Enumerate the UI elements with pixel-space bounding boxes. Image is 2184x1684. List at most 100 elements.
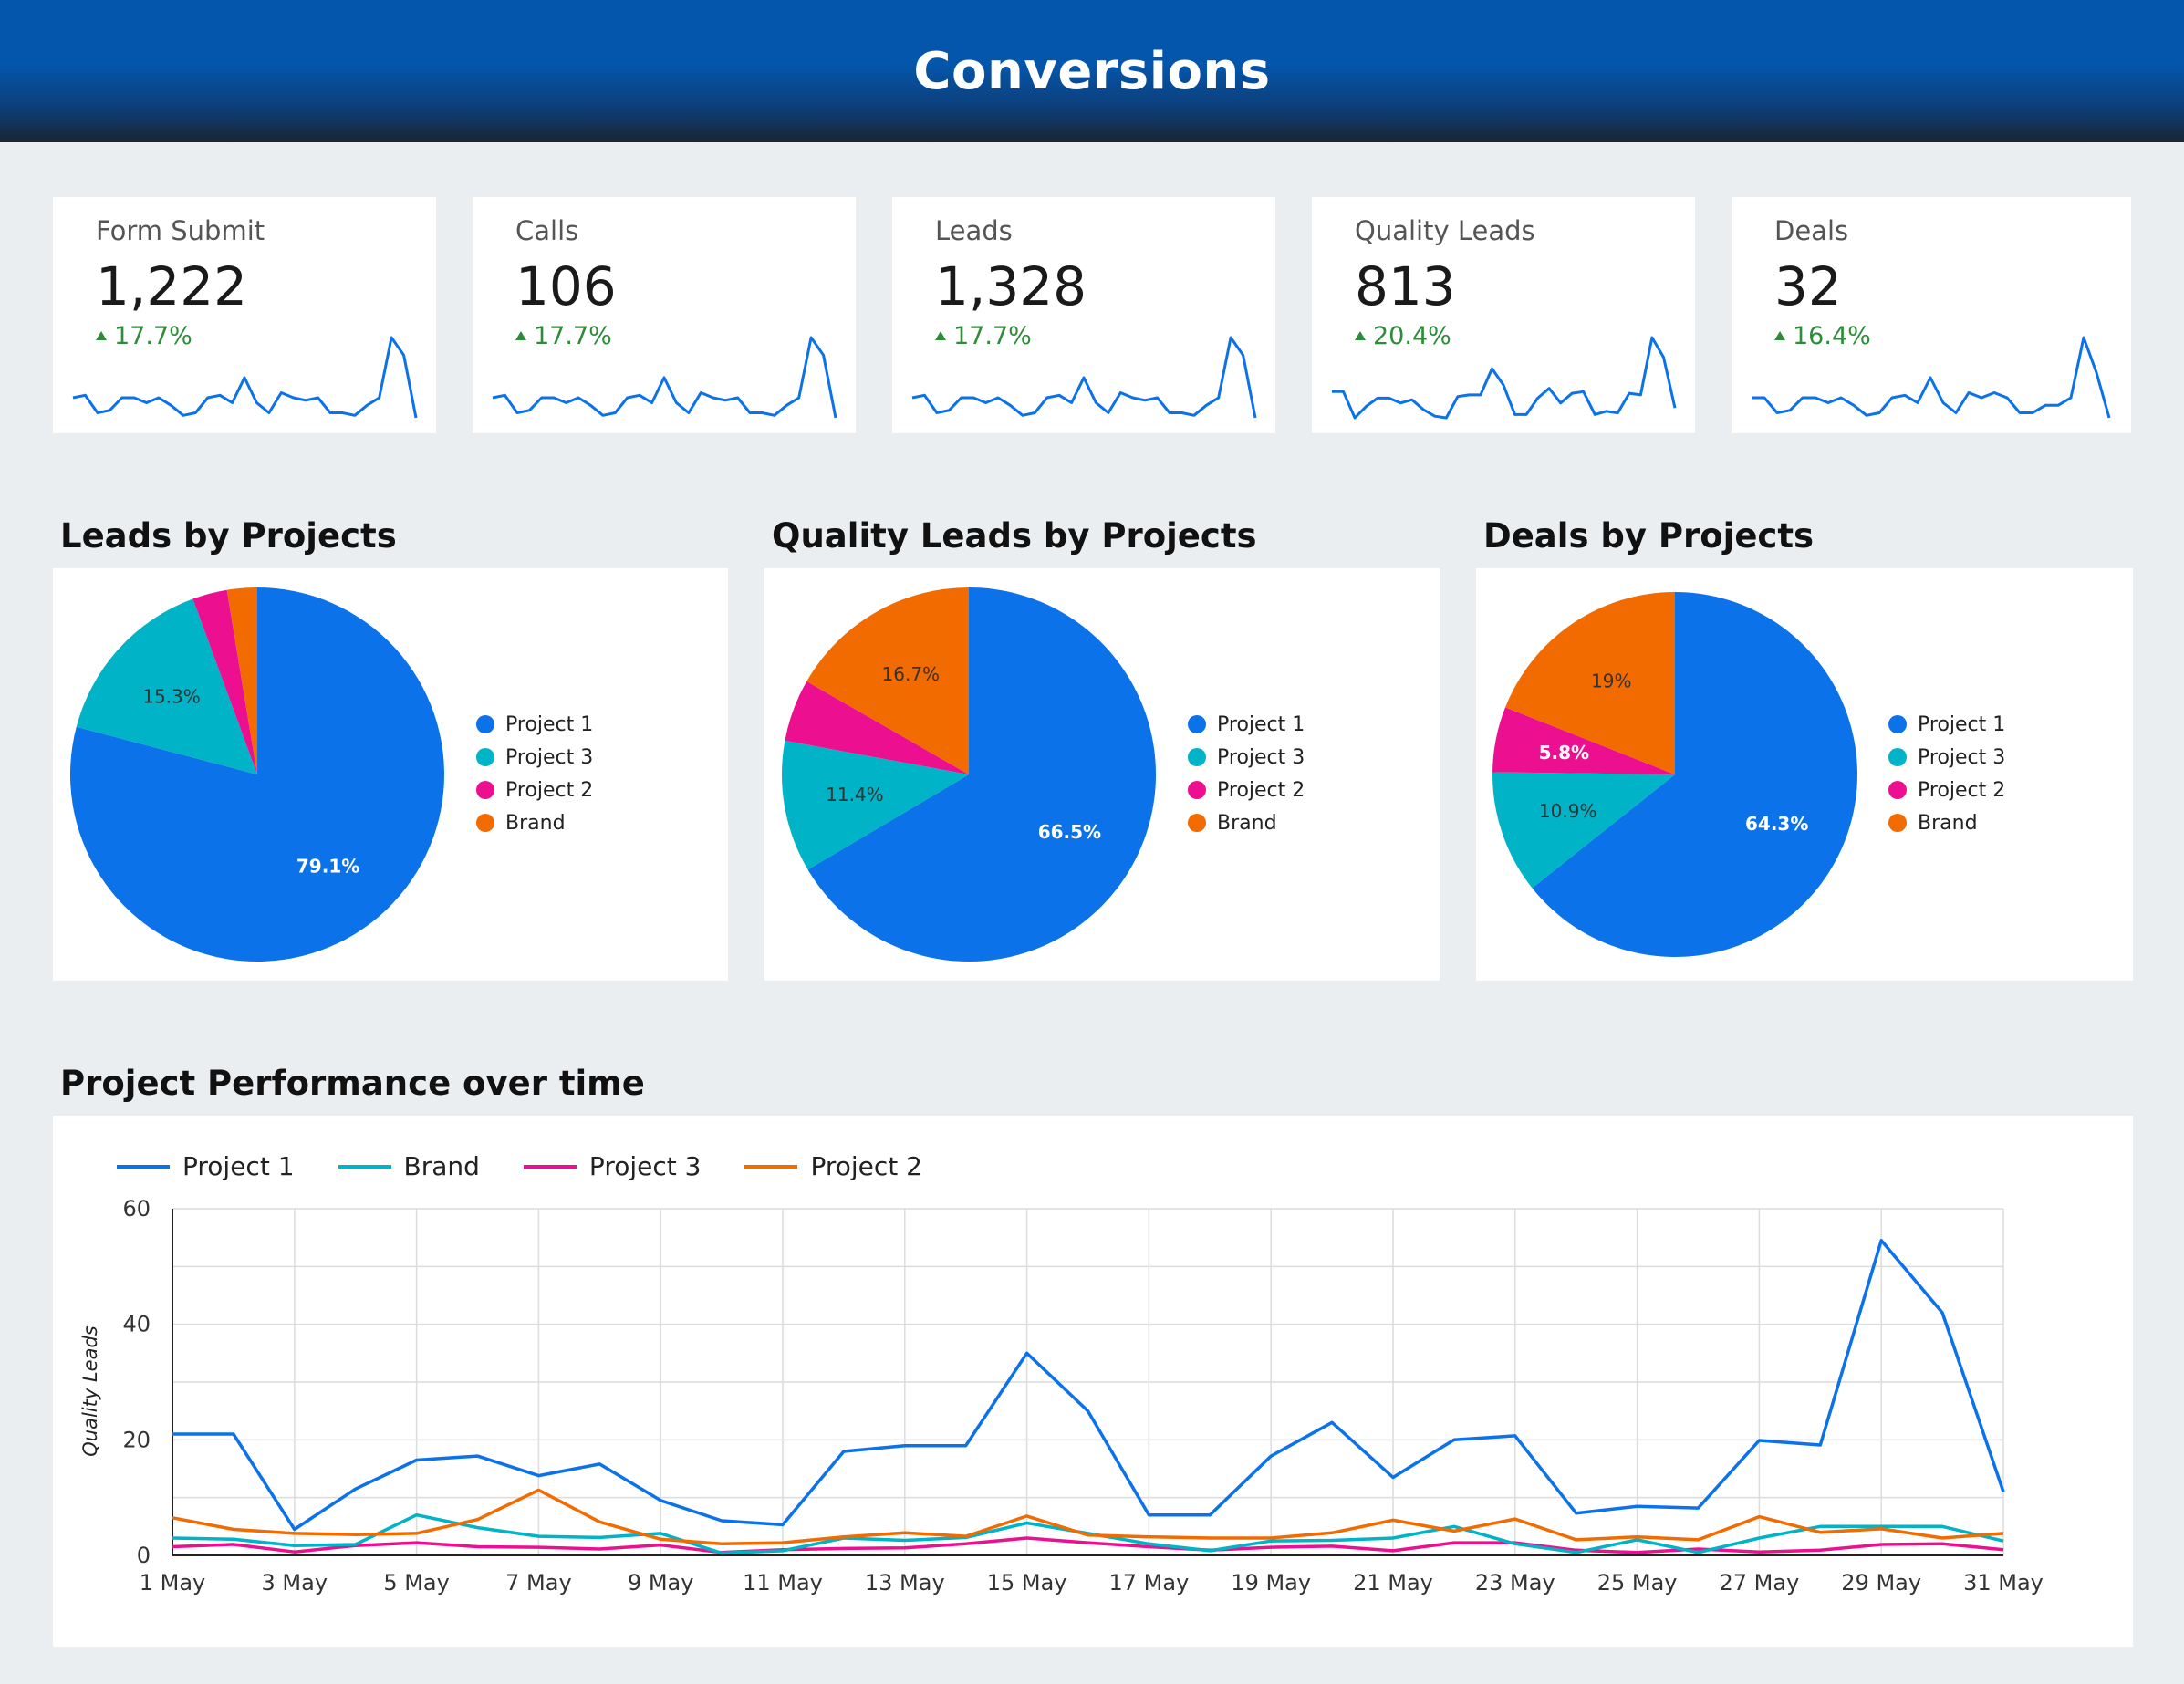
kpi-value: 813 xyxy=(1355,255,1456,317)
line-chart-legend: Project 1 Brand Project 3 Project 2 xyxy=(117,1151,922,1181)
legend-item-project-1[interactable]: Project 1 xyxy=(117,1151,295,1181)
pie-legend: Project 1 Project 3 Project 2 Brand xyxy=(1888,708,2005,839)
sparkline-series xyxy=(1752,336,2111,419)
pie-data-label: 16.7% xyxy=(882,663,941,685)
pie-card-quality-leads: 66.5% 11.4% 16.7% Project 1 Project 3 Proj… xyxy=(764,568,1440,981)
legend-dot xyxy=(476,715,494,733)
kpi-delta: 17.7% xyxy=(515,322,612,350)
legend-item: Brand xyxy=(1888,806,2005,839)
legend-label: Project 3 xyxy=(1918,745,2006,769)
section-title-project-performance: Project Performance over time xyxy=(60,1064,645,1103)
legend-item: Project 3 xyxy=(1888,741,2005,774)
pie-data-label: 64.3% xyxy=(1745,813,1808,835)
legend-label: Project 2 xyxy=(1217,778,1305,802)
pie-data-label: 11.4% xyxy=(826,784,884,806)
sparkline xyxy=(72,336,418,419)
page-title: Conversions xyxy=(913,41,1271,101)
legend-swatch xyxy=(523,1164,577,1169)
legend-label: Brand xyxy=(403,1151,480,1181)
kpi-value: 1,328 xyxy=(935,255,1087,317)
legend-item-brand[interactable]: Brand xyxy=(338,1151,480,1181)
legend-item: Project 1 xyxy=(1188,708,1305,741)
legend-item: Brand xyxy=(476,806,593,839)
pie-slice-project-3 xyxy=(781,740,969,870)
legend-dot xyxy=(476,781,494,799)
section-title-deals-by-projects: Deals by Projects xyxy=(1483,516,1815,556)
pie-card-deals: 64.3% 10.9% 5.8% 19% Project 1 Project 3 Pr… xyxy=(1476,568,2133,981)
legend-label: Brand xyxy=(1918,811,1978,835)
kpi-delta-value: 17.7% xyxy=(114,322,192,350)
legend-item: Project 1 xyxy=(1888,708,2005,741)
kpi-card-quality-leads[interactable]: Quality Leads 813 20.4% xyxy=(1312,197,1695,433)
pie-slice-project-2 xyxy=(192,589,257,774)
pie-slice-project-1 xyxy=(1532,592,1857,957)
kpi-delta: 16.4% xyxy=(1774,322,1871,350)
kpi-card-leads[interactable]: Leads 1,328 17.7% xyxy=(892,197,1275,433)
kpi-delta: 17.7% xyxy=(935,322,1032,350)
arrow-up-icon xyxy=(935,330,946,340)
pie-legend: Project 1 Project 3 Project 2 Brand xyxy=(476,708,593,839)
legend-dot xyxy=(1888,814,1907,832)
pie-data-label: 66.5% xyxy=(1038,821,1101,843)
kpi-delta-value: 16.4% xyxy=(1793,322,1871,350)
dashboard-header: Conversions xyxy=(0,0,2184,142)
legend-label: Project 1 xyxy=(1217,712,1305,736)
legend-dot xyxy=(1888,748,1907,766)
legend-item: Brand xyxy=(1188,806,1305,839)
legend-item-project-3[interactable]: Project 3 xyxy=(523,1151,702,1181)
sparkline-series xyxy=(1332,336,1677,420)
pie-chart-leads: 79.1% 15.3% xyxy=(69,587,444,962)
sparkline-series xyxy=(911,336,1257,419)
sparkline-series xyxy=(72,336,418,419)
section-title-leads-by-projects: Leads by Projects xyxy=(60,516,397,556)
legend-item: Project 3 xyxy=(1188,741,1305,774)
kpi-card-calls[interactable]: Calls 106 17.7% xyxy=(473,197,856,433)
kpi-card-form-submit[interactable]: Form Submit 1,222 17.7% xyxy=(53,197,436,433)
pie-slice-project-1 xyxy=(807,587,1157,962)
kpi-label: Form Submit xyxy=(96,215,265,246)
kpi-delta-value: 20.4% xyxy=(1373,322,1451,350)
sparkline xyxy=(1332,336,1677,420)
sparkline xyxy=(1752,336,2111,419)
pie-slice-project-2 xyxy=(785,681,969,774)
legend-label: Project 3 xyxy=(505,745,594,769)
pie-slice-brand xyxy=(1505,592,1675,774)
legend-dot xyxy=(1188,748,1206,766)
pie-legend: Project 1 Project 3 Project 2 Brand xyxy=(1188,708,1305,839)
pie-data-label: 15.3% xyxy=(142,686,201,708)
sparkline-series xyxy=(492,336,837,419)
arrow-up-icon xyxy=(1774,330,1785,340)
kpi-card-deals[interactable]: Deals 32 16.4% xyxy=(1732,197,2131,433)
legend-label: Project 3 xyxy=(588,1151,702,1181)
pie-slice-project-3 xyxy=(1492,772,1675,889)
legend-label: Brand xyxy=(505,811,566,835)
legend-item-project-2[interactable]: Project 2 xyxy=(744,1151,922,1181)
pie-slice-brand xyxy=(226,587,257,774)
legend-label: Project 1 xyxy=(505,712,594,736)
kpi-value: 1,222 xyxy=(96,255,248,317)
legend-dot xyxy=(1188,715,1206,733)
legend-label: Project 3 xyxy=(1217,745,1305,769)
legend-label: Project 2 xyxy=(810,1151,922,1181)
kpi-delta: 20.4% xyxy=(1355,322,1451,350)
kpi-label: Deals xyxy=(1774,215,1849,246)
legend-dot xyxy=(476,814,494,832)
legend-label: Project 1 xyxy=(1918,712,2006,736)
kpi-value: 106 xyxy=(515,255,617,317)
legend-swatch xyxy=(117,1164,170,1169)
legend-label: Project 2 xyxy=(1918,778,2006,802)
legend-dot xyxy=(1888,715,1907,733)
pie-chart-deals: 64.3% 10.9% 5.8% 19% xyxy=(1492,592,1857,957)
pie-chart-quality-leads: 66.5% 11.4% 16.7% xyxy=(781,587,1157,962)
kpi-label: Quality Leads xyxy=(1355,215,1535,246)
legend-dot xyxy=(1888,781,1907,799)
kpi-label: Calls xyxy=(515,215,579,246)
section-title-quality-leads-by-projects: Quality Leads by Projects xyxy=(772,516,1257,556)
legend-label: Project 1 xyxy=(182,1151,295,1181)
legend-item: Project 2 xyxy=(1188,774,1305,806)
pie-data-label: 19% xyxy=(1591,670,1631,691)
arrow-up-icon xyxy=(515,330,526,340)
legend-dot xyxy=(476,748,494,766)
kpi-label: Leads xyxy=(935,215,1013,246)
sparkline xyxy=(492,336,837,419)
